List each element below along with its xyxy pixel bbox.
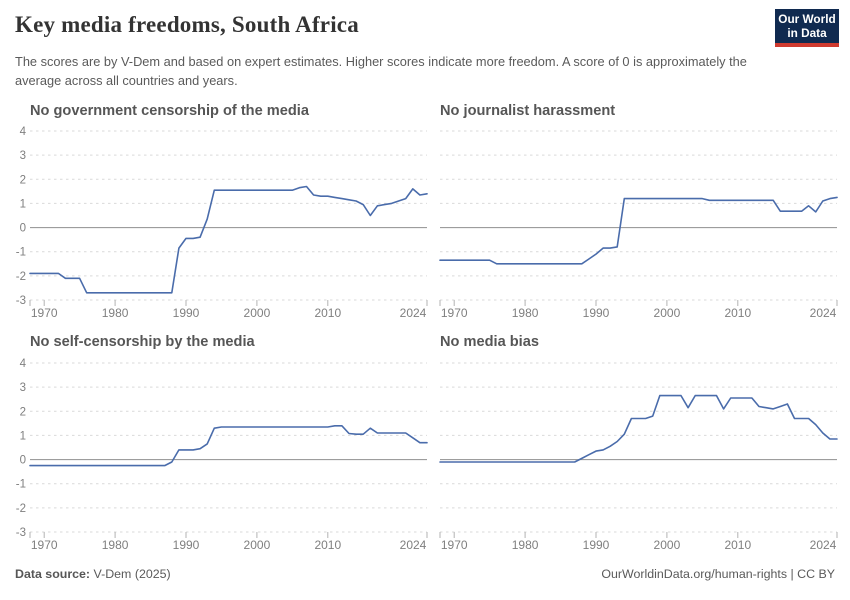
x-tick-label: 1970: [441, 306, 468, 320]
y-tick-label: 1: [20, 430, 26, 442]
chart-government-censorship: -3 -2 -1 0 1 2 3 4 1970 1980 1990 2000 2010 2024: [16, 126, 428, 320]
y-tick-label: 2: [20, 406, 26, 418]
x-tick-label: 2024: [810, 306, 837, 320]
y-tick-label: 0: [20, 455, 26, 467]
chart-journalist-harassment: 1970 1980 1990 2000 2010 2024: [439, 130, 838, 320]
y-tick-label: 0: [20, 223, 26, 235]
owid-logo-line2: in Data: [787, 26, 827, 40]
x-tick-label: 1990: [583, 306, 610, 320]
credit-line: OurWorldinData.org/human-rights | CC BY: [601, 567, 835, 581]
page-title: Key media freedoms, South Africa: [15, 12, 359, 37]
x-tick-label: 2000: [244, 306, 271, 320]
y-tick-label: -1: [16, 247, 26, 259]
x-tick-label: 2010: [314, 538, 341, 552]
x-tick-label: 2024: [810, 538, 837, 552]
data-source-label: Data source:: [15, 567, 91, 581]
y-tick-label: -1: [16, 479, 26, 491]
y-tick-label: 4: [20, 358, 27, 370]
chart-subtitle: The scores are by V-Dem and based on exp…: [15, 54, 747, 89]
x-tick-label: 2000: [654, 306, 681, 320]
x-tick-label: 1970: [31, 538, 58, 552]
data-line: [439, 196, 838, 265]
data-line: [29, 425, 428, 467]
y-tick-label: -2: [16, 271, 26, 283]
data-line: [29, 185, 428, 294]
owid-logo-line1: Our World: [778, 11, 836, 26]
y-tick-label: 3: [20, 150, 26, 162]
x-tick-label: 2010: [724, 306, 751, 320]
y-tick-label: 3: [20, 382, 26, 394]
x-tick-label: 1990: [583, 538, 610, 552]
y-tick-label: -3: [16, 527, 26, 539]
y-tick-label: -2: [16, 503, 26, 515]
x-tick-label: 1970: [441, 538, 468, 552]
panel-title-media-bias: No media bias: [440, 334, 539, 350]
y-tick-label: 2: [20, 174, 26, 186]
x-tick-label: 1990: [173, 538, 200, 552]
y-tick-label: -3: [16, 295, 26, 307]
x-tick-label: 1980: [512, 306, 539, 320]
y-tick-label: 4: [20, 126, 27, 138]
panel-title-government-censorship: No government censorship of the media: [30, 103, 309, 119]
panel-title-self-censorship: No self-censorship by the media: [30, 334, 255, 350]
owid-logo: Our World in Data: [775, 9, 839, 47]
data-source-value: V-Dem (2025): [90, 567, 171, 581]
x-tick-label: 1980: [102, 306, 129, 320]
x-tick-label: 2000: [244, 538, 271, 552]
data-source-note: Data source: V-Dem (2025): [15, 567, 171, 581]
x-tick-label: 2024: [400, 538, 427, 552]
panel-title-journalist-harassment: No journalist harassment: [440, 103, 616, 119]
x-tick-label: 1980: [512, 538, 539, 552]
x-tick-label: 1990: [173, 306, 200, 320]
x-tick-label: 2010: [314, 306, 341, 320]
x-tick-label: 2000: [654, 538, 681, 552]
data-line: [439, 394, 838, 463]
chart-media-bias: 1970 1980 1990 2000 2010 2024: [439, 362, 838, 552]
x-tick-label: 1980: [102, 538, 129, 552]
x-tick-label: 1970: [31, 306, 58, 320]
y-tick-label: 1: [20, 198, 26, 210]
x-tick-label: 2010: [724, 538, 751, 552]
x-tick-label: 2024: [400, 306, 427, 320]
chart-self-censorship: -3 -2 -1 0 1 2 3 4 1970 1980 1990 2000 2010 2024: [16, 358, 428, 552]
